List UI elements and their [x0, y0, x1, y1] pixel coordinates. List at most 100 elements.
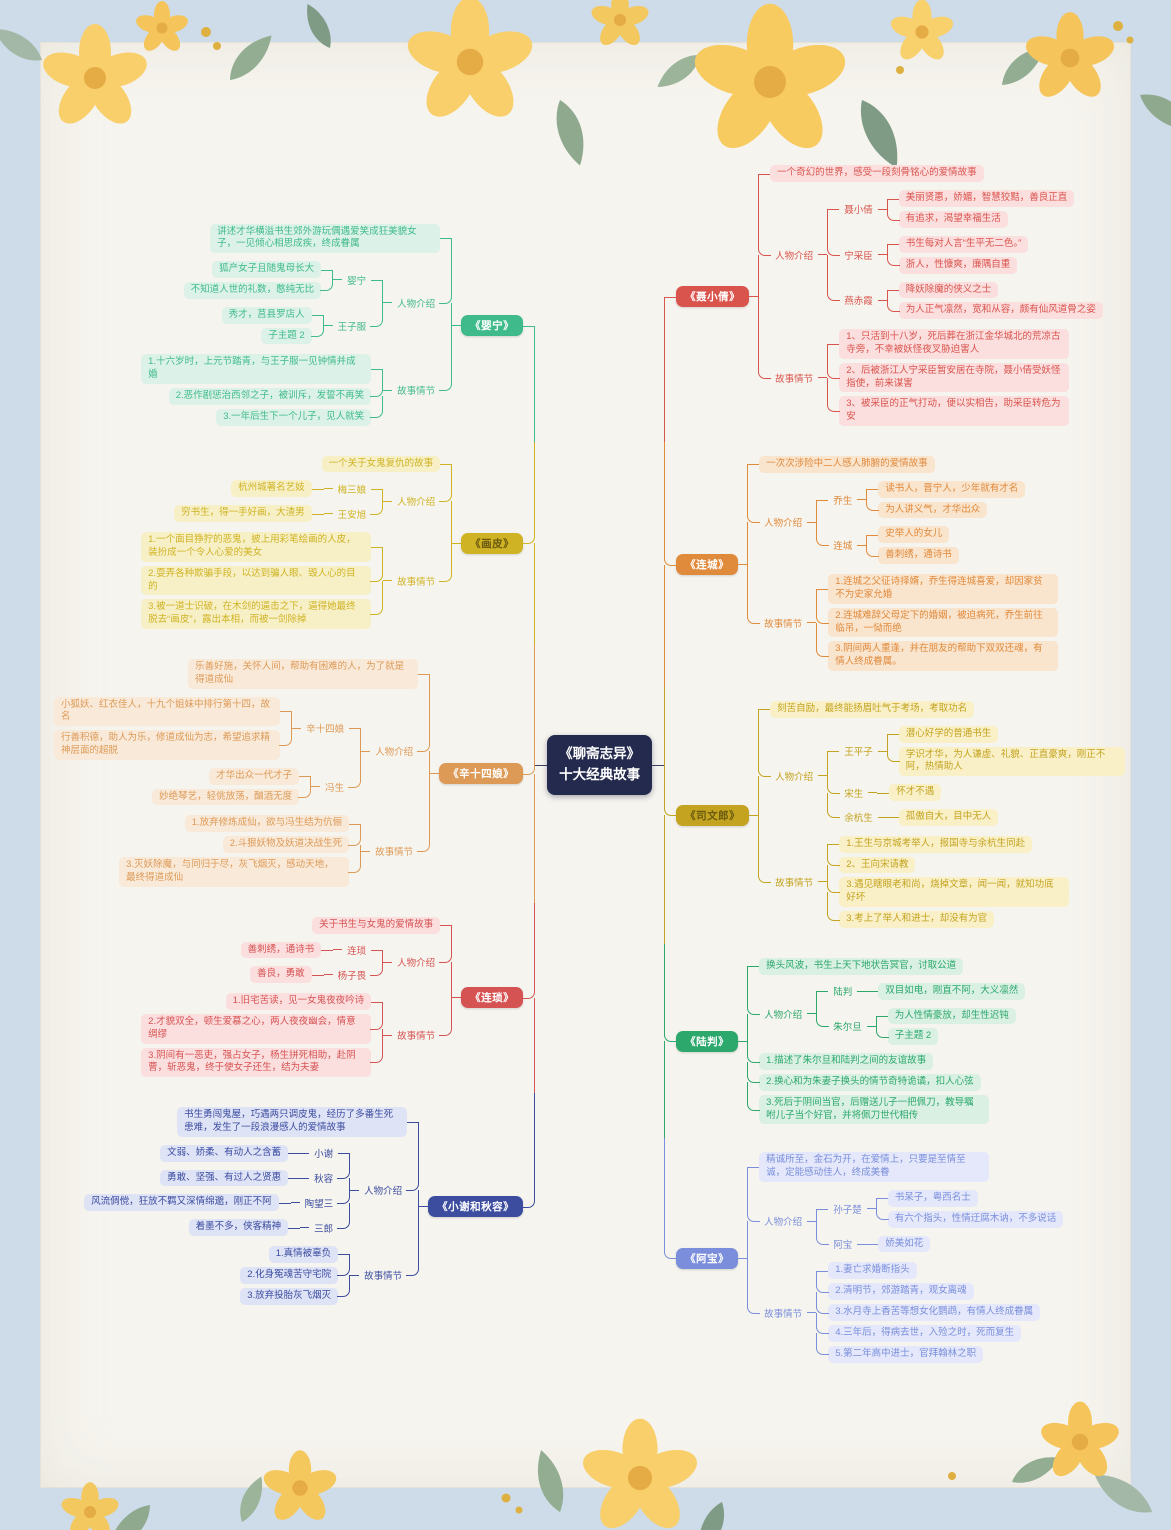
detail-node: 乐善好施，关怀人间，帮助有困难的人，为了就是得道成仙 [188, 658, 419, 689]
tree-child: 3.阴间有一恶吏，强占女子，杨生拼死相助，赴阴曹，斩恶鬼，终于使女子还生，结为夫… [141, 1045, 384, 1080]
tree-child: 善刺绣，通诗书 [866, 545, 959, 566]
detail-node: 有追求，渴望幸福生活 [898, 211, 1008, 228]
connector-line [452, 997, 462, 999]
tree-node: 读书人，晋宁人，少年就有才名 [878, 480, 1026, 498]
tree-node: 故事情节 1.旧宅苦读，见一女鬼夜夜吟诗 2.才貌双全，顿生爱慕之心，两人夜夜幽会，… [141, 991, 440, 1079]
detail-node: 1.放弃修炼成仙，欲与冯生结为伉俪 [184, 815, 350, 833]
detail-node: 3.灭妖除魔，与同归于尽，灰飞烟灭，感动天地，最终得道成仙 [119, 857, 350, 887]
tree-node: 余杭生 孤傲自大，目中无人 [839, 807, 999, 828]
tree-child: 妙绝琴艺，轻佻放荡，酗酒无度 [152, 786, 312, 808]
tree-node: 刻苦自励，最终能扬眉吐气于考场，考取功名 [770, 700, 975, 718]
tree-child: 勇敢、坚强、有过人之贤惠 [160, 1168, 301, 1189]
category-node: 陶望三 [304, 1198, 334, 1210]
tree-child: 文弱、娇柔、有动人之含蓄 [160, 1143, 301, 1164]
tree-node: 娇美如花 [878, 1235, 931, 1253]
category-node: 婴宁 [347, 275, 367, 287]
tree-child: 着墨不多，侠客精神 [188, 1217, 301, 1238]
category-node: 人物介绍 [364, 1186, 403, 1198]
children-group: 怀才不遇 [877, 782, 942, 803]
tree-node: 学识才华，为人谦虚、礼貌、正直豪爽，刚正不阿，热情助人 [898, 746, 1125, 777]
tree-node: 为人性情豪放，却生性迟钝 [887, 1007, 1016, 1025]
category-node: 冯生 [325, 782, 345, 794]
tree-child: 书生勇闯鬼屋，巧遇两只调皮鬼，经历了多番生死患难，发生了一段浪漫感人的爱情故事 [177, 1105, 420, 1139]
category-node: 人物介绍 [375, 747, 414, 758]
tree-node: 王平子 潜心好学的普通书生 学识才华，为人谦虚、礼貌、正直豪爽，刚正不阿，热情助人 [839, 724, 1125, 778]
story-branch: 《连琐》 关于书生与女鬼的爱情故事 人物介绍 连琐 善刺绣，通诗书 杨子畏 善良，勇敢 故事情… [141, 902, 536, 1094]
detail-node: 美丽贤惠，娇媚，智慧狡黠，善良正直 [898, 190, 1075, 208]
detail-node: 2.连城难辞父母定下的婚姻，被迫病死，乔生前往临吊，一恸而绝 [828, 607, 1059, 638]
tree-node: 3.考上了举人和进士，却没有为官 [839, 911, 995, 928]
tree-node: 1.放弃修炼成仙，欲与冯生结为伉俪 [184, 815, 350, 833]
tree-node: 王安旭 穷书生，得一手好画，大渣男 [174, 503, 371, 524]
detail-node: 3.水月寺上香苦等想女化鹦鹉，有情人终成眷属 [828, 1304, 1041, 1321]
tree-node: 2.化身冤魂苦守宅院 [240, 1266, 339, 1284]
tree-node: 人物介绍 聂小倩 美丽贤惠，娇媚，智慧狡黠，善良正直 有追求，渴望幸福生活 宁采臣 书生每… [770, 186, 1103, 323]
connector-line [300, 1177, 310, 1179]
connector-line [383, 580, 393, 581]
detail-node: 书生勇闯鬼屋，巧遇两只调皮鬼，经历了多番生死患难，发生了一段浪漫感人的爱情故事 [177, 1107, 408, 1137]
detail-node: 秀才，莒县罗店人 [221, 306, 312, 324]
detail-node: 潜心好学的普通书生 [898, 725, 999, 743]
tree-node: 书生每对人言“生平无二色。” [898, 235, 1029, 253]
detail-node: 2.斗狠妖物及妖道决战生死 [222, 836, 350, 854]
category-node: 人物介绍 [397, 497, 436, 509]
tree-node: 2.恶作剧惩治西邻之子，被训斥，发誓不再笑 [168, 388, 372, 405]
children-group: 1.旧宅苦读，见一女鬼夜夜吟诗 2.才貌双全，顿生爱慕之心，两人夜夜幽会，情意绸缪… [141, 991, 384, 1080]
detail-node: 行善积德，助人为乐，修道成仙为志，希望追求精神层面的超脱 [54, 730, 281, 760]
category-node: 故事情节 [364, 1271, 403, 1283]
detail-node: 小狐妖、红衣佳人，十九个姐妹中排行第十四，故名 [54, 696, 281, 727]
tree-child: 小谢 文弱、娇柔、有动人之含蓄 [160, 1141, 351, 1166]
tree-child: 才华出众一代才子 [209, 766, 312, 787]
connector-line [361, 850, 371, 852]
connector-line [749, 814, 759, 816]
tree-node: 有六个指头，性情迂腐木讷，不多说话 [887, 1210, 1064, 1228]
tree-child: 3.灭妖除魔，与同归于尽，灰飞烟灭，感动天地，最终得道成仙 [119, 855, 362, 889]
detail-node: 1.连城之父征诗择婿，乔生得连城喜爱，却因家贫不为史家允婚 [828, 574, 1059, 604]
tree-node: 3.一年后生下一个儿子，见人就笑 [216, 408, 372, 426]
children-group: 降妖除魔的侠义之士 为人正气凛然，宽和从容，颇有仙风道骨之姿 [886, 280, 1103, 322]
tree-node: 3.放弃投胎灰飞烟灭 [240, 1287, 339, 1305]
connector-line [383, 1034, 393, 1036]
tree-child: 宋生 怀才不遇 [827, 780, 942, 805]
tree-node: 一个奇幻的世界，感受一段刻骨铭心的爱情故事 [770, 165, 984, 183]
tree-node: 燕赤霞 降妖除魔的侠义之士 为人正气凛然，宽和从容，颇有仙风道骨之姿 [839, 280, 1103, 322]
tree-child: 3.水月寺上香苦等想女化鹦鹉，有情人终成眷属 [816, 1302, 1041, 1323]
tree-node: 风流倜傥，狂放不羁又深情绵邈，刚正不阿 [84, 1194, 279, 1212]
connector-line [323, 513, 333, 515]
category-node: 故事情节 [397, 386, 436, 397]
connector-line [877, 208, 887, 210]
tree-child: 狐产女子且随鬼母长大 [212, 259, 334, 280]
tree-node: 1.连城之父征诗择婿，乔生得连城喜爱，却因家贫不为史家允婚 [828, 574, 1059, 604]
detail-node: 一次次涉险中二人感人肺腑的爱情故事 [759, 456, 935, 473]
detail-node: 3.考上了举人和进士，却没有为官 [839, 911, 995, 928]
children-group: 才华出众一代才子 妙绝琴艺，轻佻放荡，酗酒无度 [152, 766, 312, 808]
tree-child: 王平子 潜心好学的普通书生 学识才华，为人谦虚、礼貌、正直豪爽，刚正不阿，热情助人 [827, 722, 1125, 781]
tree-node: 2.耍弄各种欺骗手段，以达到骗人眼、毁人心的目的 [141, 565, 372, 596]
tree-node: 降妖除魔的侠义之士 [898, 281, 999, 299]
tree-node: 3、被采臣的正气打动，便以实相告，助采臣转危为安 [839, 396, 1070, 427]
tree-child: 关于书生与女鬼的爱情故事 [312, 915, 453, 936]
connector-line [807, 1013, 817, 1015]
detail-node: 读书人，晋宁人，少年就有才名 [878, 480, 1026, 498]
connector-line [818, 377, 828, 379]
tree-node: 2.斗狠妖物及妖道决战生死 [222, 836, 350, 854]
tree-node: 才华出众一代才子 [209, 767, 300, 785]
tree-child: 2.耍弄各种欺骗手段，以达到骗人眼、毁人心的目的 [141, 563, 384, 598]
detail-node: 2.恶作剧惩治西邻之子，被训斥，发誓不再笑 [168, 388, 372, 405]
tree-node: 秋容 勇敢、坚强、有过人之贤惠 [160, 1168, 338, 1189]
category-node: 故事情节 [775, 877, 814, 889]
tree-child: 换头风波，书生上天下地状告冥官，讨取公道 [747, 956, 964, 977]
children-group: 辛十四娘 小狐妖、红衣佳人，十九个姐妹中排行第十四，故名 行善积德，助人为乐，修道成… [54, 693, 362, 810]
tree-node: 秀才，莒县罗店人 [221, 306, 312, 324]
children-group: 潜心好学的普通书生学识才华，为人谦虚、礼貌、正直豪爽，刚正不阿，热情助人 [886, 724, 1125, 778]
tree-child: 人物介绍 王平子 潜心好学的普通书生 学识才华，为人谦虚、礼貌、正直豪爽，刚正不阿，热… [758, 719, 1125, 832]
story-branch: 《辛十四娘》 乐善好施，关怀人间，帮助有困难的人，为了就是得道成仙 人物介绍 辛十四娘… [54, 644, 536, 903]
children-group: 一次次涉险中二人感人肺腑的爱情故事 人物介绍 乔生 读书人，晋宁人，少年就有才名 为人讲… [747, 454, 1059, 675]
connector-line [383, 302, 393, 304]
detail-node: 子主题 2 [887, 1028, 939, 1046]
detail-node: 刻苦自励，最终能扬眉吐气于考场，考取功名 [770, 700, 975, 718]
tree-child: 2.换心和为朱妻子换头的情节奇特诡谲，扣人心弦 [747, 1071, 981, 1093]
tree-node: 一次次涉险中二人感人肺腑的爱情故事 [759, 456, 935, 473]
children-group: 关于书生与女鬼的爱情故事 人物介绍 连琐 善刺绣，通诗书 杨子畏 善良，勇敢 故事情节 1.旧… [141, 915, 453, 1082]
children-group: 婴宁 狐产女子且随鬼母长大 不知道人世的礼数，憨纯无比 王子服 秀才，莒县罗店人 子主题 … [183, 257, 384, 348]
